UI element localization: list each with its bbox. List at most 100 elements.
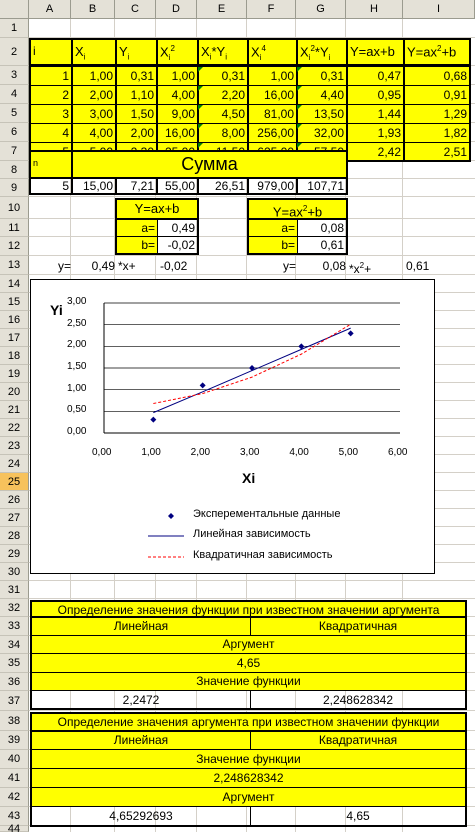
column-header-b[interactable]: B [71, 0, 115, 19]
linear-b-label[interactable]: b= [115, 236, 158, 255]
row-header-32[interactable]: 32 [0, 599, 29, 617]
row-header-28[interactable]: 28 [0, 527, 29, 545]
func-linear-header[interactable]: Линейная [30, 617, 251, 636]
cell-r4-x4[interactable]: 16,00 [247, 85, 298, 105]
column-header-h[interactable]: H [346, 0, 403, 19]
column-header-f[interactable]: F [247, 0, 296, 19]
row-header-24[interactable]: 24 [0, 455, 29, 473]
cell-r6-x2y[interactable]: 32,00 [296, 123, 348, 143]
row-header-8[interactable]: 8 [0, 161, 29, 179]
header-xi2yi[interactable]: Xi2*Yi [296, 38, 348, 66]
row-header-19[interactable]: 19 [0, 365, 29, 383]
argument-quadratic[interactable]: 4,65 [250, 806, 467, 827]
cell-r3-i[interactable]: 1 [29, 66, 73, 86]
quadratic-a-label[interactable]: a= [247, 219, 298, 237]
cell-r3-x2y[interactable]: 0,31 [296, 66, 348, 86]
eq2-x[interactable]: *x2+ [349, 261, 372, 276]
row-header-40[interactable]: 40 [0, 750, 29, 769]
cell-r6-x4[interactable]: 256,00 [247, 123, 298, 143]
func-value-header-2[interactable]: Значение функции [30, 749, 467, 769]
eq1-a[interactable]: 0,49 [91, 259, 115, 273]
row-header-30[interactable]: 30 [0, 563, 29, 581]
linear-a-label[interactable]: a= [115, 219, 158, 237]
row-header-37[interactable]: 37 [0, 691, 29, 711]
chart[interactable]: Yi Xi 0,00 0,50 1,00 1,50 2,00 2,50 3,00 0,00 1… [30, 279, 435, 574]
row-header-20[interactable]: 20 [0, 383, 29, 401]
sum-y[interactable]: 7,21 [115, 177, 158, 195]
eq1-x[interactable]: *x+ [118, 259, 136, 273]
column-header-a[interactable]: A [29, 0, 71, 19]
argument-header-2[interactable]: Аргумент [30, 787, 467, 807]
arg-quadratic-header[interactable]: Квадратичная [250, 731, 467, 750]
row-header-10[interactable]: 10 [0, 197, 29, 219]
row-header-39[interactable]: 39 [0, 731, 29, 750]
sum-label[interactable]: Сумма [71, 150, 348, 179]
row-header-6[interactable]: 6 [0, 123, 29, 142]
cell-r4-xy[interactable]: 2,20 [197, 85, 249, 105]
eq2-a[interactable]: 0,08 [322, 259, 346, 273]
cell-r6-quad[interactable]: 1,82 [403, 123, 471, 143]
row-header-9[interactable]: 9 [0, 179, 29, 197]
func-quadratic-header[interactable]: Квадратичная [250, 617, 467, 636]
argument-linear[interactable]: 4,65292693 [30, 806, 251, 827]
row-header-33[interactable]: 33 [0, 617, 29, 636]
cell-r3-y[interactable]: 0,31 [115, 66, 158, 86]
cell-r3-lin[interactable]: 0,47 [346, 66, 405, 86]
header-quadratic[interactable]: Y=ax2+b [403, 38, 471, 66]
row-header-42[interactable]: 42 [0, 788, 29, 807]
row-header-14[interactable]: 14 [0, 275, 29, 293]
row-header-31[interactable]: 31 [0, 581, 29, 599]
cell-r5-x2[interactable]: 9,00 [156, 104, 199, 124]
linear-a-value[interactable]: 0,49 [157, 219, 199, 237]
row-header-12[interactable]: 12 [0, 237, 29, 256]
argument-value[interactable]: 4,65 [30, 653, 467, 673]
cell-r6-lin[interactable]: 1,93 [346, 123, 405, 143]
header-xi2[interactable]: Xi2 [156, 38, 199, 66]
cell-r4-x2y[interactable]: 4,40 [296, 85, 348, 105]
cell-r5-x[interactable]: 3,00 [71, 104, 117, 124]
cell-r5-i[interactable]: 3 [29, 104, 73, 124]
cell-r5-x2y[interactable]: 13,50 [296, 104, 348, 124]
column-header-g[interactable]: G [296, 0, 346, 19]
row-header-16[interactable]: 16 [0, 311, 29, 329]
header-xiyi[interactable]: Xi*Yi [197, 38, 249, 66]
row-header-21[interactable]: 21 [0, 401, 29, 419]
eq1-y[interactable]: y= [57, 259, 71, 273]
header-xi[interactable]: Xi [71, 38, 117, 66]
column-header-c[interactable]: C [115, 0, 156, 19]
cell-r5-quad[interactable]: 1,29 [403, 104, 471, 124]
quadratic-b-value[interactable]: 0,61 [297, 236, 348, 255]
cell-r4-quad[interactable]: 0,91 [403, 85, 471, 105]
arg-linear-header[interactable]: Линейная [30, 731, 251, 750]
cell-r3-x2[interactable]: 1,00 [156, 66, 199, 86]
row-header-25[interactable]: 25 [0, 473, 29, 491]
column-header-e[interactable]: E [197, 0, 247, 19]
cell-r7-lin[interactable]: 2,42 [346, 142, 405, 162]
sum-x2y[interactable]: 107,71 [296, 177, 348, 195]
sum-x4[interactable]: 979,00 [247, 177, 298, 195]
header-i[interactable]: i [29, 38, 73, 66]
cell-r5-y[interactable]: 1,50 [115, 104, 158, 124]
cell-r4-x[interactable]: 2,00 [71, 85, 117, 105]
cell-r6-x[interactable]: 4,00 [71, 123, 117, 143]
cell-r3-x[interactable]: 1,00 [71, 66, 117, 86]
cell-r6-x2[interactable]: 16,00 [156, 123, 199, 143]
row-header-2[interactable]: 2 [0, 38, 29, 66]
sum-n[interactable]: 5 [29, 177, 73, 195]
row-header-35[interactable]: 35 [0, 654, 29, 673]
row-header-38[interactable]: 38 [0, 711, 29, 731]
header-yi[interactable]: Yi [115, 38, 158, 66]
select-all-corner[interactable] [0, 0, 29, 19]
row-header-22[interactable]: 22 [0, 419, 29, 437]
row-header-44[interactable]: 44 [0, 824, 29, 835]
row-header-34[interactable]: 34 [0, 636, 29, 654]
row-header-1[interactable]: 1 [0, 19, 29, 38]
row-header-36[interactable]: 36 [0, 673, 29, 691]
cell-r7-quad[interactable]: 2,51 [403, 142, 471, 162]
eq1-b[interactable]: -0,02 [160, 259, 188, 273]
n-label[interactable]: n [29, 150, 73, 179]
header-linear[interactable]: Y=ax+b [346, 38, 405, 66]
cell-r4-lin[interactable]: 0,95 [346, 85, 405, 105]
row-header-27[interactable]: 27 [0, 509, 29, 527]
row-header-4[interactable]: 4 [0, 85, 29, 104]
